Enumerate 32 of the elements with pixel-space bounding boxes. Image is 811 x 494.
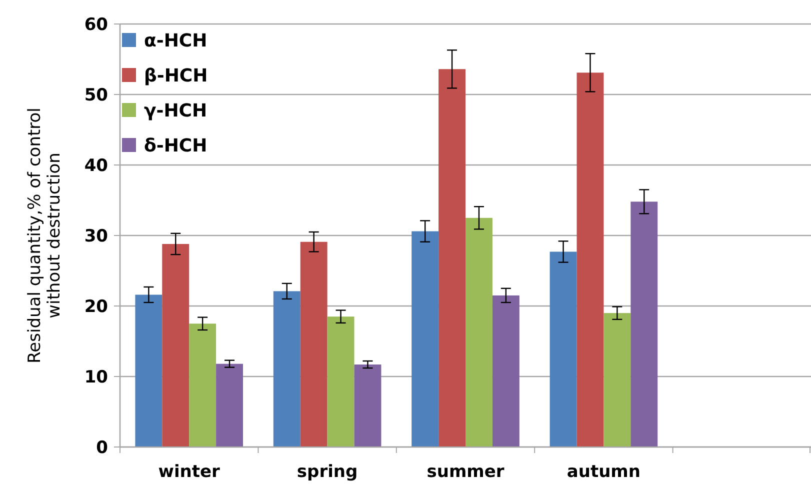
y-tick-label: 50: [84, 85, 108, 106]
x-tick-label: summer: [426, 462, 505, 482]
bar: [327, 316, 354, 447]
bar: [162, 244, 190, 447]
bar: [492, 295, 520, 447]
bar: [576, 72, 604, 447]
y-tick-label: 60: [84, 14, 108, 35]
x-tick-label: winter: [158, 462, 221, 482]
bar: [216, 364, 243, 447]
y-axis-title: Residual quantity,% of control without destruction: [25, 108, 65, 364]
legend-label: γ-HCH: [144, 100, 208, 122]
y-tick-label: 0: [96, 438, 108, 458]
bar: [630, 202, 658, 447]
legend-label: β-HCH: [144, 65, 208, 86]
legend-label: α-HCH: [144, 30, 208, 52]
bar: [189, 324, 216, 447]
bar: [300, 242, 328, 447]
x-tick-label: autumn: [566, 462, 641, 482]
bar: [466, 218, 492, 447]
legend-label: δ-HCH: [144, 135, 208, 156]
bar: [273, 291, 300, 447]
x-tick-label: spring: [296, 462, 358, 482]
y-tick-label: 10: [84, 367, 108, 388]
y-tick-label: 30: [84, 226, 108, 246]
bar: [412, 231, 439, 447]
y-tick-label: 20: [84, 296, 108, 317]
bar: [135, 294, 162, 447]
bar: [354, 364, 382, 447]
bar: [550, 252, 577, 447]
bar: [604, 313, 631, 447]
bar: [438, 69, 466, 447]
y-tick-label: 40: [84, 156, 108, 176]
